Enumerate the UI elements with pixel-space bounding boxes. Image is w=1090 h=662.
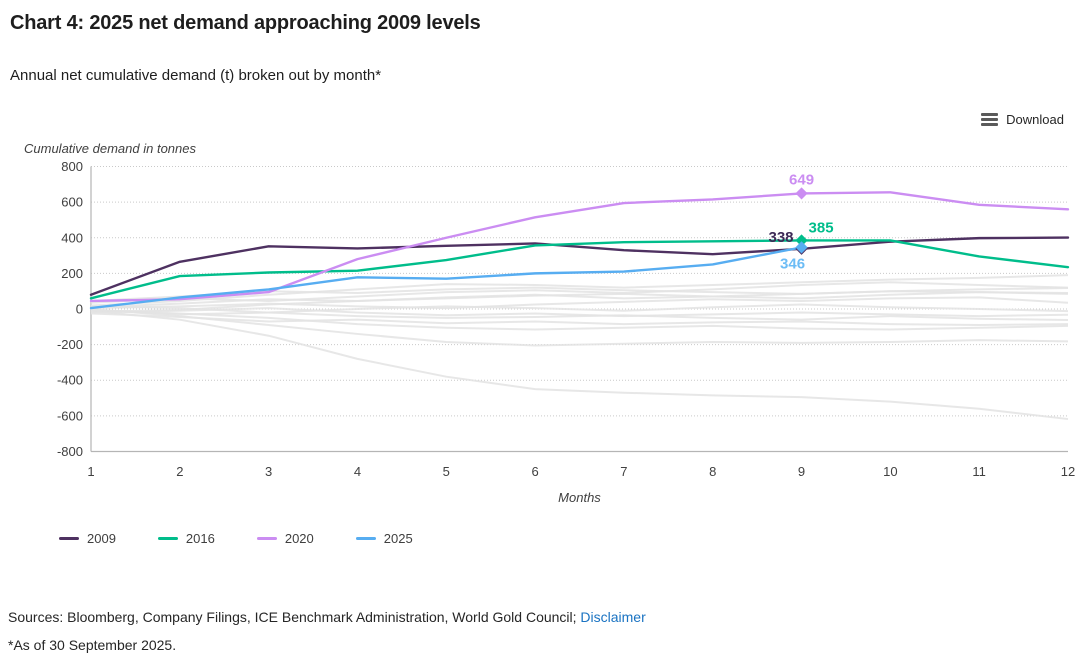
y-tick-label: 0 (76, 302, 83, 317)
background-year-line (90, 305, 1069, 322)
background-year-line (90, 312, 1069, 327)
data-label-2016: 385 (809, 219, 834, 236)
x-tick-label: 3 (265, 464, 272, 479)
legend-item-2020[interactable]: 2020 (256, 531, 314, 546)
sources-line: Sources: Bloomberg, Company Filings, ICE… (8, 603, 646, 631)
y-tick-label: 600 (61, 195, 83, 210)
legend-label-2016: 2016 (185, 531, 215, 546)
data-label-2020: 649 (789, 171, 814, 188)
y-tick-label: -600 (57, 408, 83, 423)
x-tick-label: 4 (354, 464, 361, 479)
legend-swatch-2016 (157, 537, 178, 540)
series-line-2009[interactable] (89, 236, 1070, 296)
background-year-line (90, 303, 1069, 316)
disclaimer-link[interactable]: Disclaimer (580, 609, 646, 625)
x-tick-label: 5 (443, 464, 450, 479)
background-year-line (90, 296, 1069, 310)
series-line-2020[interactable] (89, 191, 1070, 303)
chart-footer: Sources: Bloomberg, Company Filings, ICE… (8, 603, 646, 659)
legend-swatch-2020 (256, 537, 277, 540)
y-tick-label: -200 (57, 337, 83, 352)
x-tick-label: 11 (972, 464, 986, 479)
series-line-2016[interactable] (89, 239, 1070, 300)
background-year-line (90, 308, 1069, 331)
background-year-line (90, 291, 1069, 313)
legend-swatch-2009 (59, 537, 79, 540)
x-tick-label: 10 (883, 464, 897, 479)
x-tick-label: 9 (798, 464, 805, 479)
data-label-2009: 338 (769, 229, 794, 246)
legend-label-2020: 2020 (284, 531, 314, 546)
x-tick-label: 6 (531, 464, 538, 479)
series-marker-2025[interactable] (795, 241, 808, 254)
background-year-line (90, 309, 1069, 421)
hamburger-menu-icon (981, 113, 999, 126)
page-title: Chart 4: 2025 net demand approaching 200… (10, 12, 481, 34)
y-tick-label: 200 (61, 266, 83, 281)
y-axis-title: Cumulative demand in tonnes (24, 141, 196, 156)
x-tick-label: 8 (709, 464, 716, 479)
series-marker-2020[interactable] (795, 187, 808, 200)
background-year-line (90, 274, 1069, 307)
chart-legend: 2009 2016 2020 2025 (59, 531, 413, 546)
y-tick-label: -800 (57, 444, 83, 459)
x-axis-title: Months (558, 490, 601, 505)
x-tick-label: 12 (1061, 464, 1075, 479)
y-tick-label: 400 (61, 230, 83, 245)
x-tick-label: 7 (620, 464, 627, 479)
footnote: *As of 30 September 2025. (8, 637, 177, 653)
legend-label-2009: 2009 (87, 531, 116, 546)
legend-label-2025: 2025 (383, 531, 413, 546)
download-button[interactable]: Download (981, 112, 1064, 127)
y-tick-label: 800 (61, 159, 83, 174)
chart-subtitle: Annual net cumulative demand (t) broken … (10, 67, 382, 84)
legend-item-2025[interactable]: 2025 (355, 531, 413, 546)
x-tick-label: 1 (87, 464, 94, 479)
data-label-2025: 346 (780, 255, 805, 272)
y-tick-label: -400 (57, 373, 83, 388)
background-year-line (90, 307, 1069, 318)
background-year-line (90, 308, 1069, 347)
legend-item-2016[interactable]: 2016 (157, 531, 215, 546)
legend-swatch-2025 (355, 537, 376, 540)
download-label: Download (1006, 112, 1064, 127)
sources-text: Sources: Bloomberg, Company Filings, ICE… (8, 609, 577, 625)
series-line-2025[interactable] (89, 246, 803, 310)
legend-item-2009[interactable]: 2009 (59, 531, 116, 546)
x-tick-label: 2 (176, 464, 183, 479)
